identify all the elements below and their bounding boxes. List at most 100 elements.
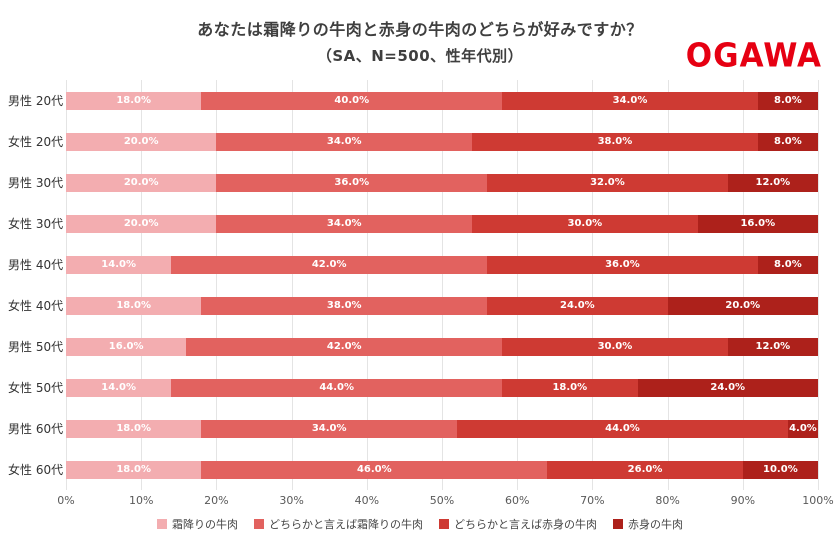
- bar-row: 14.0% 44.0% 18.0% 24.0%: [66, 367, 818, 408]
- bar-row: 18.0% 46.0% 26.0% 10.0%: [66, 449, 818, 490]
- gridline: [216, 80, 218, 490]
- gridline: [366, 80, 368, 490]
- bar-value-label: 14.0%: [101, 382, 136, 393]
- gridlines: [66, 80, 819, 490]
- x-tick-label: 0%: [57, 494, 75, 507]
- gridline: [742, 80, 744, 490]
- bar-value-label: 40.0%: [334, 95, 370, 106]
- x-axis: 0% 10% 20% 30% 40% 50% 60% 70% 80% 90% 100%: [8, 492, 833, 508]
- row-label: 男性 20代: [8, 94, 64, 108]
- bar-segment: 36.0%: [487, 255, 758, 274]
- bar-segment: 18.0%: [66, 419, 202, 438]
- bar-value-label: 42.0%: [326, 341, 362, 352]
- bar-segment: 30.0%: [472, 214, 698, 233]
- bar-segment: 10.0%: [742, 460, 818, 479]
- bar-value-label: 24.0%: [710, 382, 746, 393]
- bar-segment: 8.0%: [757, 255, 818, 274]
- x-tick-label: 80%: [655, 494, 680, 507]
- row-label: 女性 40代: [8, 299, 64, 313]
- plot-area: 18.0% 40.0% 34.0% 8.0% 20.0% 34.0% 38.0% 8.0% 20…: [66, 80, 819, 490]
- row-label: 女性 30代: [8, 217, 64, 231]
- bar-segment: 18.0%: [66, 91, 202, 110]
- bar-value-label: 36.0%: [334, 177, 370, 188]
- bar-segment: 20.0%: [66, 132, 217, 151]
- bar-segment: 42.0%: [186, 337, 503, 356]
- bar-segment: 14.0%: [66, 378, 172, 397]
- legend-label: どちらかと言えば赤身の牛肉: [454, 518, 597, 531]
- bar-value-label: 34.0%: [326, 218, 362, 229]
- chart-subtitle: （SA、N=500、性年代別）: [316, 47, 524, 65]
- bar-value-label: 16.0%: [740, 218, 776, 229]
- bar-value-label: 12.0%: [755, 341, 791, 352]
- bar-value-label: 20.0%: [725, 300, 761, 311]
- bar-segment: 18.0%: [66, 296, 202, 315]
- bar-segment: 32.0%: [487, 173, 728, 192]
- bar-value-label: 36.0%: [605, 259, 640, 270]
- legend-swatch: [613, 519, 623, 529]
- x-tick-label: 60%: [504, 494, 530, 507]
- gridline: [818, 80, 819, 490]
- bar-value-label: 10.0%: [763, 464, 798, 475]
- bar-segment: 42.0%: [171, 255, 488, 274]
- gridline: [66, 80, 67, 490]
- bar-segment: 38.0%: [201, 296, 488, 315]
- bar-value-label: 4.0%: [789, 423, 817, 434]
- legend-item: 霜降りの牛肉: [157, 516, 238, 532]
- bar-value-label: 20.0%: [123, 177, 159, 188]
- row-label: 男性 50代: [8, 340, 64, 354]
- bar-segment: 44.0%: [457, 419, 788, 438]
- bar-segment: 8.0%: [757, 132, 818, 151]
- bar-value-label: 18.0%: [116, 95, 152, 106]
- bar-row: 20.0% 34.0% 30.0% 16.0%: [66, 203, 818, 244]
- bar-segment: 4.0%: [787, 419, 818, 438]
- x-tick-label: 40%: [354, 494, 380, 507]
- gridline: [517, 80, 519, 490]
- bar-value-label: 30.0%: [567, 218, 603, 229]
- bar-segment: 34.0%: [216, 132, 473, 151]
- legend-item: どちらかと言えば霜降りの牛肉: [254, 516, 423, 532]
- bar-row: 18.0% 40.0% 34.0% 8.0%: [66, 80, 818, 121]
- bar-value-label: 12.0%: [755, 177, 791, 188]
- bar-segment: 38.0%: [472, 132, 758, 151]
- bar-row: 20.0% 34.0% 38.0% 8.0%: [66, 121, 818, 162]
- bar-segment: 34.0%: [216, 214, 473, 233]
- bar-value-label: 34.0%: [326, 136, 362, 147]
- bar-segment: 24.0%: [487, 296, 668, 315]
- x-tick-label: 90%: [730, 494, 756, 507]
- bar-value-label: 8.0%: [774, 136, 802, 147]
- bar-segment: 34.0%: [201, 419, 458, 438]
- legend-swatch: [254, 519, 264, 529]
- legend-item: 赤身の牛肉: [613, 516, 683, 532]
- ogawa-logo: OGAWA: [685, 37, 822, 75]
- bar-value-label: 20.0%: [123, 218, 159, 229]
- bar-segment: 16.0%: [697, 214, 818, 233]
- bar-value-label: 18.0%: [116, 464, 152, 475]
- legend-swatch: [157, 519, 167, 529]
- bar-row: 18.0% 34.0% 44.0% 4.0%: [66, 408, 818, 449]
- bar-segment: 24.0%: [637, 378, 818, 397]
- bar-segment: 26.0%: [547, 460, 743, 479]
- x-tick-label: 20%: [204, 494, 229, 507]
- bar-value-label: 44.0%: [605, 423, 640, 434]
- bar-value-label: 32.0%: [590, 177, 625, 188]
- bar-segment: 40.0%: [201, 91, 503, 110]
- x-tick-label: 10%: [128, 494, 154, 507]
- bar-value-label: 38.0%: [326, 300, 362, 311]
- x-tick-label: 50%: [429, 494, 455, 507]
- row-label: 女性 50代: [8, 381, 64, 395]
- gridline: [291, 80, 293, 490]
- bar-segment: 12.0%: [727, 337, 818, 356]
- gridline: [442, 80, 443, 490]
- bar-segment: 18.0%: [502, 378, 638, 397]
- bars: 18.0% 40.0% 34.0% 8.0% 20.0% 34.0% 38.0% 8.0% 20…: [66, 80, 818, 490]
- bar-row: 18.0% 38.0% 24.0% 20.0%: [66, 285, 818, 326]
- bar-segment: 14.0%: [66, 255, 172, 274]
- bar-value-label: 44.0%: [319, 382, 355, 393]
- bar-value-label: 26.0%: [627, 464, 663, 475]
- bar-value-label: 18.0%: [552, 382, 588, 393]
- bar-segment: 20.0%: [66, 214, 217, 233]
- bar-value-label: 34.0%: [612, 95, 648, 106]
- row-label: 男性 60代: [8, 422, 64, 436]
- bar-segment: 20.0%: [66, 173, 217, 192]
- category-labels: 男性 20代 女性 20代 男性 30代 女性 30代 男性 40代 女性 40代 男性 5…: [8, 80, 66, 490]
